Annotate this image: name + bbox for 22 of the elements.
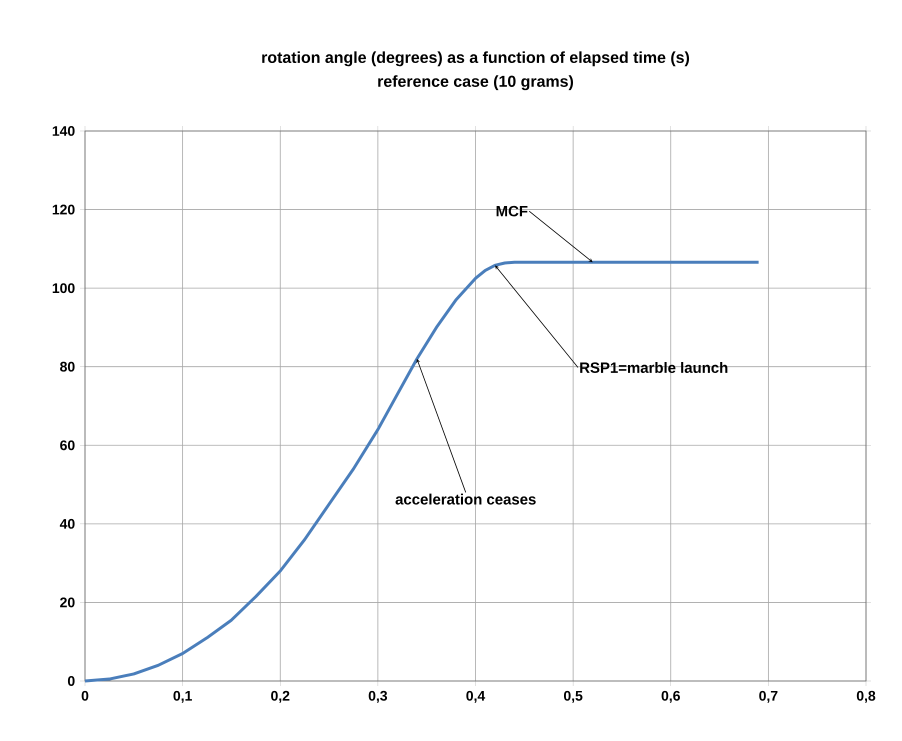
x-tick-label: 0,7 (759, 690, 778, 703)
y-tick-label: 60 (60, 440, 75, 450)
x-tick-label: 0,5 (564, 690, 582, 703)
x-tick-label: 0,3 (368, 690, 388, 703)
x-tick-label: 0,8 (856, 690, 876, 703)
chart-title: rotation angle (degrees) as a function of elapsed time (s) (262, 51, 690, 66)
x-tick-label: 0,1 (173, 690, 192, 703)
x-tick-label: 0,2 (271, 690, 290, 703)
y-tick-label: 20 (60, 597, 75, 608)
annotation: MCF (496, 206, 528, 216)
y-tick-label: 40 (60, 518, 75, 529)
x-tick-label: 0 (82, 690, 88, 701)
annotation: acceleration ceases (396, 494, 536, 505)
annotation: RSP1=marble launch (580, 362, 728, 373)
x-tick-label: 0,4 (466, 690, 486, 703)
chart-subtitle: reference case (10 grams) (378, 75, 574, 90)
y-tick-label: 0 (68, 676, 75, 686)
y-tick-label: 120 (52, 204, 75, 215)
x-tick-label: 0,6 (662, 690, 680, 703)
y-tick-label: 80 (60, 362, 75, 372)
y-tick-label: 140 (52, 126, 75, 136)
y-tick-label: 100 (52, 283, 75, 294)
